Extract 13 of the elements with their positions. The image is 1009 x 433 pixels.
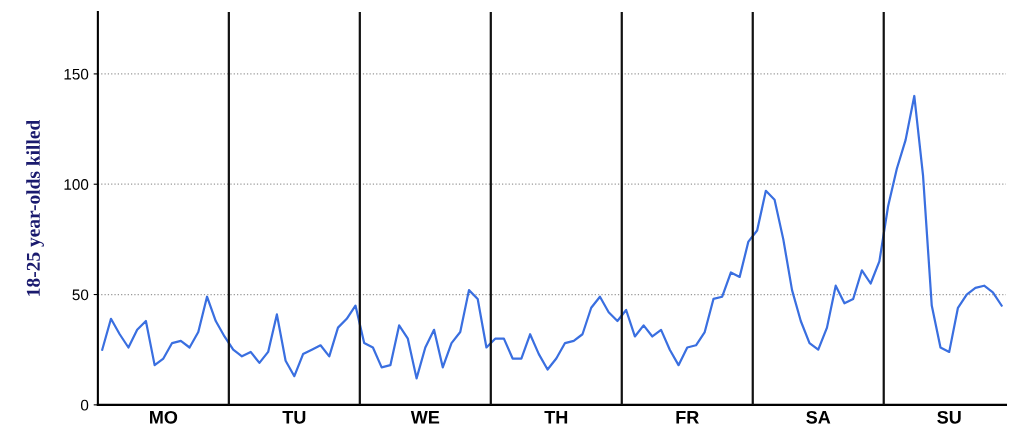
x-tick-label: WE (410, 411, 440, 424)
y-tick-label: 0 (80, 399, 89, 411)
x-tick-label: MO (150, 410, 178, 424)
line-series (101, 94, 1003, 380)
x-tick-label: SA (806, 410, 831, 424)
x-tick-label: FR (676, 411, 699, 424)
y-axis-title: 18-25 year-olds killed (26, 119, 44, 296)
y-tick-label: 50 (72, 289, 89, 301)
y-tick-label: 150 (64, 68, 89, 80)
x-tick-label: TH (544, 411, 568, 424)
y-tick-label: 100 (64, 179, 89, 190)
x-tick-label: SU (937, 410, 961, 424)
x-tick-label: TU (282, 411, 306, 424)
